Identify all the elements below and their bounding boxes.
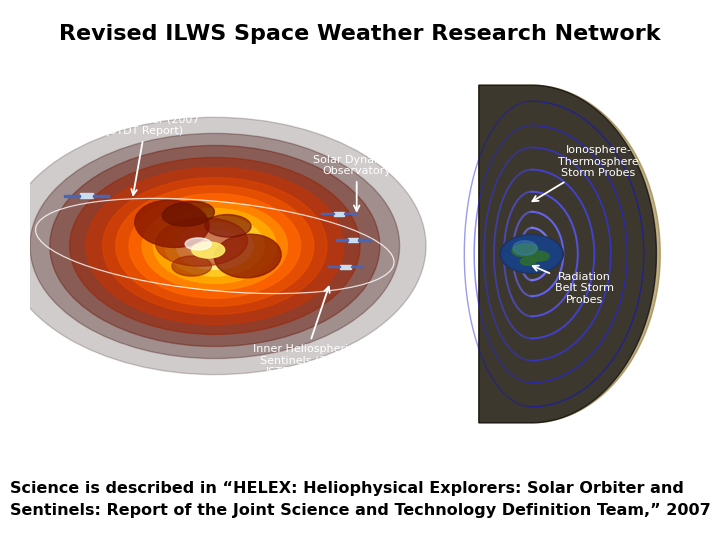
- Text: Revised ILWS Space Weather Research Network: Revised ILWS Space Weather Research Netw…: [59, 24, 661, 44]
- Bar: [336, 239, 348, 240]
- Bar: [341, 265, 351, 269]
- Ellipse shape: [156, 218, 248, 266]
- Text: Radiation
Belt Storm
Probes: Radiation Belt Storm Probes: [533, 266, 613, 305]
- Circle shape: [176, 222, 253, 269]
- Ellipse shape: [163, 201, 215, 226]
- Text: Ionosphere-
Thermosphere
Storm Probes: Ionosphere- Thermosphere Storm Probes: [532, 145, 639, 201]
- Ellipse shape: [192, 242, 225, 258]
- Polygon shape: [479, 85, 657, 423]
- Circle shape: [513, 241, 537, 255]
- Ellipse shape: [172, 256, 212, 276]
- Circle shape: [189, 230, 241, 262]
- Bar: [359, 239, 371, 240]
- Ellipse shape: [215, 234, 282, 278]
- Circle shape: [70, 158, 360, 334]
- Text: Solar Orbiter (2007
JSTDT Report): Solar Orbiter (2007 JSTDT Report): [91, 114, 199, 195]
- Circle shape: [500, 235, 563, 273]
- Circle shape: [86, 167, 343, 325]
- Circle shape: [116, 186, 314, 306]
- Text: Science is described in “HELEX: Heliophysical Explorers: Solar Orbiter and
Senti: Science is described in “HELEX: Heliophy…: [9, 481, 711, 518]
- Circle shape: [129, 194, 301, 298]
- Polygon shape: [479, 85, 660, 423]
- Circle shape: [50, 145, 380, 347]
- Ellipse shape: [521, 257, 536, 265]
- Circle shape: [143, 202, 287, 290]
- Ellipse shape: [135, 200, 209, 247]
- Ellipse shape: [205, 214, 251, 237]
- Ellipse shape: [530, 251, 549, 261]
- Text: Inner Heliospheric
Sentinels (2007
JSTDT Report): Inner Heliospheric Sentinels (2007 JSTDT…: [253, 287, 354, 377]
- Bar: [328, 266, 341, 267]
- Ellipse shape: [185, 238, 212, 250]
- Text: Solar Dynamics
Observatory: Solar Dynamics Observatory: [313, 155, 400, 211]
- Circle shape: [30, 133, 400, 359]
- Bar: [348, 238, 359, 242]
- Bar: [344, 213, 356, 214]
- Circle shape: [4, 117, 426, 375]
- Bar: [93, 195, 109, 197]
- Bar: [322, 213, 334, 214]
- Ellipse shape: [512, 244, 538, 256]
- Bar: [80, 193, 93, 198]
- Bar: [334, 212, 344, 215]
- Circle shape: [103, 178, 327, 314]
- Bar: [63, 195, 80, 197]
- Circle shape: [166, 216, 264, 276]
- Bar: [351, 266, 363, 267]
- Circle shape: [502, 236, 562, 272]
- Circle shape: [153, 208, 276, 284]
